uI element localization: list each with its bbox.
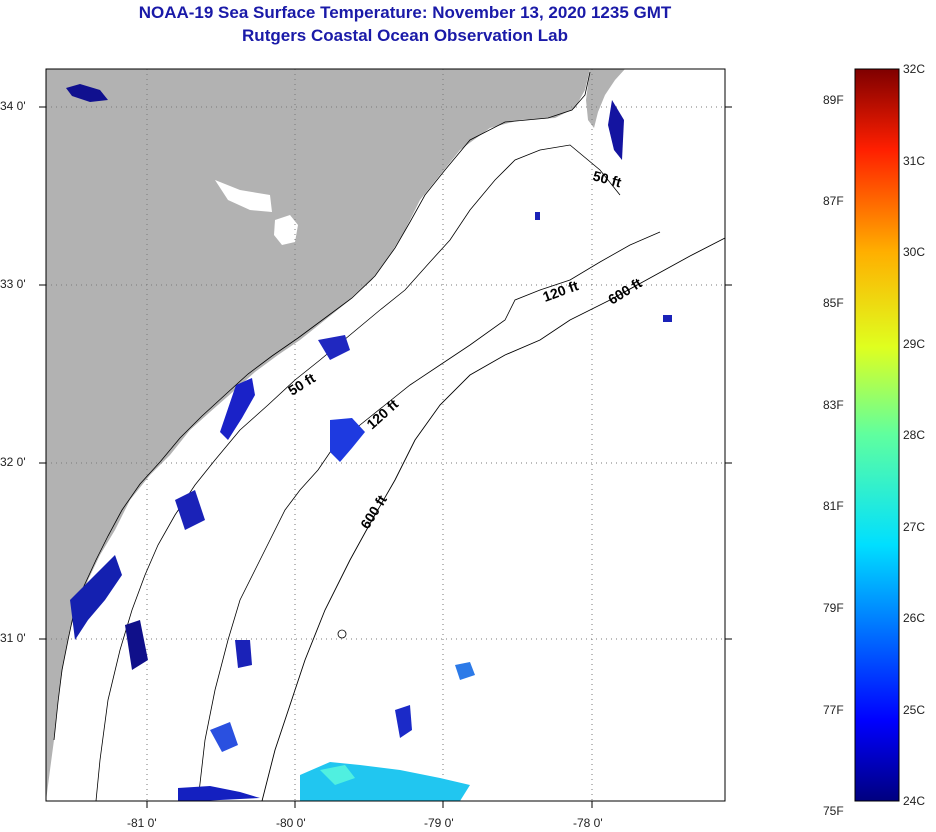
lat-label: 32 0'	[0, 455, 26, 469]
colorbar-fahrenheit-label: 75F	[823, 804, 844, 819]
colorbar-celsius-label: 27C	[903, 519, 926, 534]
land-mass	[46, 69, 590, 801]
land-cape	[586, 69, 625, 128]
colorbar-celsius-label: 24C	[903, 794, 926, 808]
colorbar-celsius-label: 26C	[903, 611, 926, 625]
colorbar-fahrenheit-label: 79F	[823, 600, 844, 615]
contour-label-50ft: 50 ft	[591, 167, 623, 190]
lat-label: 34 0'	[0, 99, 26, 113]
lon-label: -81 0'	[127, 816, 157, 830]
colorbar-celsius-label: 32C	[903, 62, 926, 76]
inland-patch	[215, 180, 272, 212]
seamount-contour	[337, 629, 347, 639]
colorbar-fahrenheit-label: 83F	[823, 397, 844, 412]
sst-data-patches	[66, 84, 672, 801]
colorbar-celsius-label: 29C	[903, 336, 926, 351]
lon-label: -79 0'	[424, 816, 454, 830]
colorbar-fahrenheit-label: 81F	[823, 499, 844, 514]
colorbar	[854, 68, 900, 802]
lon-label: -78 0'	[573, 816, 603, 830]
colorbar-celsius-label: 30C	[903, 245, 926, 259]
colorbar-celsius-label: 28C	[903, 428, 926, 442]
contour-50ft	[95, 144, 621, 802]
colorbar-celsius-label: 25C	[903, 702, 926, 717]
colorbar-fahrenheit-label: 87F	[823, 194, 844, 209]
lon-label: -80 0'	[276, 816, 306, 830]
lat-label: 33 0'	[0, 277, 26, 291]
contour-600ft	[261, 237, 726, 802]
colorbar-fahrenheit-label: 85F	[823, 295, 844, 310]
map-title: NOAA-19 Sea Surface Temperature: Novembe…	[138, 3, 672, 22]
colorbar-fahrenheit-label: 89F	[823, 92, 844, 107]
map-subtitle: Rutgers Coastal Ocean Observation Lab	[242, 26, 568, 45]
colorbar-celsius-label: 31C	[903, 153, 926, 168]
inland-patch	[274, 215, 298, 245]
colorbar-fahrenheit-label: 77F	[823, 702, 844, 717]
lat-label: 31 0'	[0, 631, 26, 645]
axis-ticks	[39, 106, 732, 808]
contour-120ft	[197, 231, 661, 802]
map-border	[45, 68, 726, 802]
